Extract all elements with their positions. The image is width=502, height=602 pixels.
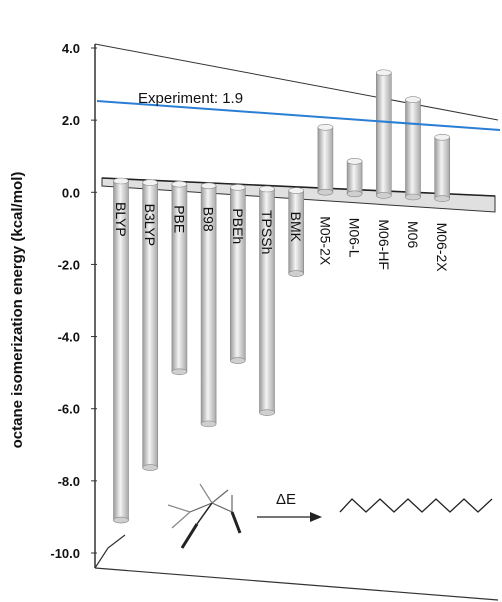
delta-e-label: ΔE	[276, 491, 296, 508]
bar-tpssh	[259, 185, 275, 416]
category-label: M06-HF	[376, 219, 392, 270]
isomerization-inset: ΔE	[167, 483, 493, 549]
bar-b98	[200, 182, 217, 428]
bar-blyp	[113, 177, 129, 524]
category-label: M06-2X	[434, 223, 450, 273]
category-label: M06-L	[347, 218, 363, 258]
branched-molecule-icon	[167, 483, 242, 549]
category-label: PBE	[171, 205, 187, 233]
category-labels: BLYP B3LYP PBE B98 PBEh TPSSh BMK M05-2X M06-L M0…	[113, 202, 450, 272]
y-tick-label: -4.0	[58, 330, 80, 345]
bar-pbeh	[230, 184, 246, 364]
category-label: BMK	[288, 212, 304, 243]
bars	[113, 69, 451, 524]
experiment-label: Experiment: 1.9	[138, 90, 243, 107]
top-depth-line	[94, 43, 499, 121]
bar-bmk	[288, 187, 305, 277]
category-label: B98	[201, 207, 217, 232]
bar-pbe	[171, 180, 188, 376]
experiment-line	[96, 100, 501, 131]
y-axis-label: octane isomerization energy (kcal/mol)	[9, 172, 26, 449]
category-label: TPSSh	[259, 210, 275, 254]
bar-m05-2x	[317, 123, 334, 196]
y-tick-label: -8.0	[58, 474, 80, 489]
y-tick-label: 0.0	[62, 185, 80, 200]
y-tick-label: 4.0	[62, 41, 80, 56]
category-label: M05-2X	[317, 216, 333, 266]
category-label: B3LYP	[142, 204, 158, 247]
bar-m06	[405, 96, 421, 201]
y-ticks: 4.0 2.0 0.0 -2.0 -4.0 -6.0 -8.0 -10.0	[50, 41, 97, 561]
bar-m06-hf	[375, 69, 392, 199]
category-label: M06	[405, 221, 421, 248]
y-tick-label: -10.0	[50, 546, 80, 561]
reference-line: Experiment: 1.9	[96, 90, 501, 131]
category-label: BLYP	[113, 202, 129, 237]
y-tick-label: -2.0	[58, 257, 80, 272]
bar-m06-2x	[434, 133, 451, 202]
floor-plane	[94, 534, 499, 601]
bar-b3lyp	[142, 179, 158, 471]
category-label: PBEh	[230, 208, 246, 244]
arrow-right-icon	[257, 512, 322, 522]
bar-m06-l	[346, 158, 363, 198]
y-tick-label: 2.0	[62, 113, 80, 128]
linear-molecule-icon	[339, 498, 493, 513]
y-tick-label: -6.0	[58, 402, 80, 417]
